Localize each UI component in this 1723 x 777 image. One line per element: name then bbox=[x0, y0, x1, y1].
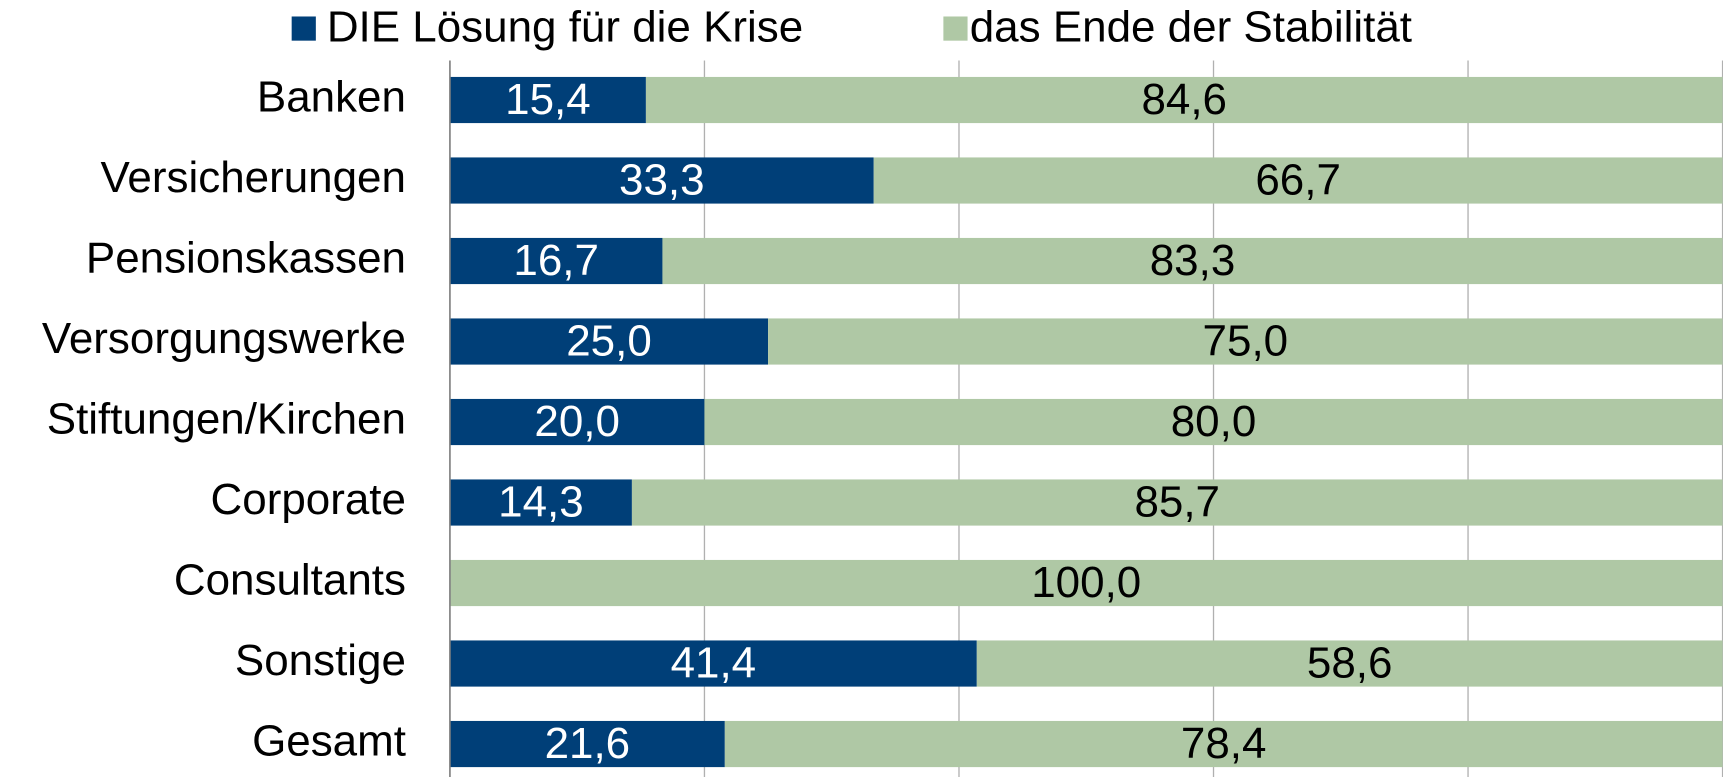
legend-swatch bbox=[291, 16, 316, 41]
y-tick-label: Pensionskassen bbox=[86, 234, 406, 283]
bar bbox=[449, 237, 663, 285]
data-label: 41,4 bbox=[671, 638, 757, 687]
legend-swatch bbox=[943, 16, 968, 41]
bar bbox=[873, 157, 1723, 204]
data-label: 21,6 bbox=[545, 719, 631, 768]
y-tick-label: Banken bbox=[257, 73, 406, 122]
y-tick-label: Gesamt bbox=[252, 717, 406, 766]
y-tick-label: Sonstige bbox=[235, 636, 406, 685]
data-label: 66,7 bbox=[1255, 155, 1341, 204]
y-tick-label: Corporate bbox=[211, 475, 406, 524]
data-label: 78,4 bbox=[1181, 719, 1267, 768]
bar bbox=[449, 640, 977, 687]
data-label: 20,0 bbox=[534, 397, 620, 446]
data-label: 15,4 bbox=[505, 75, 591, 124]
data-label: 16,7 bbox=[513, 236, 599, 285]
data-label: 14,3 bbox=[498, 477, 584, 526]
data-label: 80,0 bbox=[1171, 397, 1257, 446]
y-tick-label: Stiftungen/Kirchen bbox=[47, 395, 406, 444]
bar bbox=[645, 76, 1723, 124]
bar bbox=[662, 237, 1723, 285]
data-label: 100,0 bbox=[1031, 558, 1141, 607]
legend-label: das Ende der Stabilität bbox=[970, 2, 1412, 51]
data-label: 25,0 bbox=[566, 316, 652, 365]
bar bbox=[449, 318, 769, 365]
bar bbox=[449, 559, 1723, 607]
data-label: 58,6 bbox=[1307, 638, 1393, 687]
y-tick-label: Consultants bbox=[174, 556, 406, 605]
bar bbox=[976, 640, 1723, 687]
bar bbox=[631, 479, 1723, 526]
bar bbox=[449, 720, 725, 768]
data-label: 83,3 bbox=[1150, 236, 1236, 285]
bar bbox=[768, 318, 1723, 365]
bar bbox=[704, 398, 1723, 446]
data-label: 84,6 bbox=[1141, 75, 1227, 124]
bar bbox=[449, 76, 646, 124]
y-tick-label: Versorgungswerke bbox=[42, 314, 406, 363]
y-tick-label: Versicherungen bbox=[101, 153, 406, 202]
bar bbox=[449, 398, 705, 446]
bar bbox=[724, 720, 1723, 768]
legend-label: DIE Lösung für die Krise bbox=[327, 2, 803, 51]
bar bbox=[449, 479, 632, 526]
data-label: 33,3 bbox=[619, 155, 705, 204]
data-label: 85,7 bbox=[1134, 477, 1220, 526]
bar bbox=[449, 157, 874, 204]
data-label: 75,0 bbox=[1203, 316, 1289, 365]
